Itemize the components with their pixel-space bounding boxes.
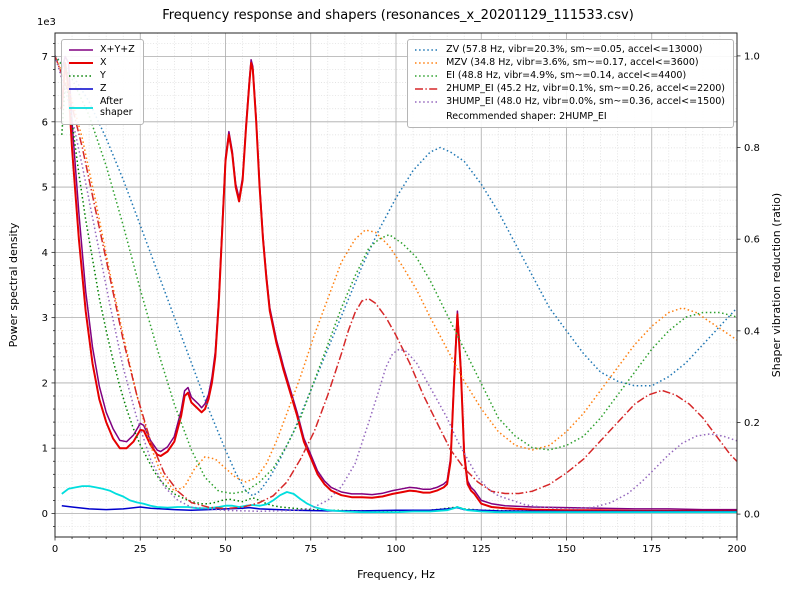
legend-line-shaper-zv bbox=[415, 49, 440, 52]
y-left-tick-label: 3 bbox=[42, 313, 48, 324]
legend-label: After shaper bbox=[100, 95, 133, 118]
series-shaper-mzv bbox=[55, 55, 737, 492]
legend-line-psd-x bbox=[69, 62, 93, 65]
legend-line-shaper-2hump-ei bbox=[415, 88, 440, 90]
x-tick-label: 50 bbox=[219, 544, 232, 555]
legend-line-shaper-ei bbox=[415, 75, 440, 78]
y-left-tick-label: 2 bbox=[42, 378, 48, 389]
x-tick-label: 100 bbox=[386, 544, 405, 555]
x-tick-label: 175 bbox=[642, 544, 661, 555]
x-axis-label: Frequency, Hz bbox=[357, 568, 435, 581]
legend-line-shaper-mzv bbox=[415, 62, 440, 65]
y-left-tick-label: 7 bbox=[42, 52, 48, 63]
y-right-tick-label: 1.0 bbox=[744, 51, 760, 62]
series-shaper-ei bbox=[55, 55, 737, 495]
y-axis-label-left: Power spectral density bbox=[7, 222, 20, 347]
x-tick-label: 150 bbox=[557, 544, 576, 555]
series-psd-y bbox=[61, 81, 737, 513]
y-left-tick-label: 1 bbox=[42, 444, 48, 455]
x-tick-label: 75 bbox=[304, 544, 317, 555]
y-left-tick-label: 6 bbox=[42, 117, 48, 128]
legend-label: ZV (57.8 Hz, vibr=20.3%, sm~=0.05, accel… bbox=[446, 44, 703, 55]
series-psd-after-shaper bbox=[61, 485, 737, 514]
legend-label: X bbox=[100, 56, 107, 68]
series-shaper-2hump-ei bbox=[55, 55, 737, 510]
y-left-tick-label: 5 bbox=[42, 183, 48, 194]
legend-label: EI (48.8 Hz, vibr=4.9%, sm~=0.14, accel<… bbox=[446, 69, 687, 81]
legend-item: X+Y+Z bbox=[68, 44, 135, 57]
legend-line-shaper-3hump-ei bbox=[415, 101, 440, 103]
legend-item: ZV (57.8 Hz, vibr=20.3%, sm~=0.05, accel… bbox=[414, 44, 725, 57]
legend-item: After shaper bbox=[68, 96, 135, 120]
series-lines bbox=[55, 55, 737, 514]
legend-label: Y bbox=[100, 69, 106, 81]
y-right-tick-label: 0.6 bbox=[744, 235, 760, 246]
legend-psd: X+Y+Z X Y Z After shaper bbox=[61, 39, 144, 125]
y-right-tick-label: 0.0 bbox=[744, 510, 760, 521]
recommended-shaper-note: Recommended shaper: 2HUMP_EI bbox=[446, 110, 607, 122]
y-right-tick-label: 0.4 bbox=[744, 326, 760, 337]
legend-label: 3HUMP_EI (48.0 Hz, vibr=0.0%, sm~=0.36, … bbox=[446, 95, 725, 107]
x-tick-label: 125 bbox=[472, 544, 491, 555]
legend-shapers: ZV (57.8 Hz, vibr=20.3%, sm~=0.05, accel… bbox=[407, 39, 734, 129]
y-left-tick-label: 4 bbox=[42, 248, 48, 259]
legend-line-psd-after-shaper bbox=[69, 106, 93, 109]
legend-label: X+Y+Z bbox=[100, 44, 135, 55]
legend-item: MZV (34.8 Hz, vibr=3.6%, sm~=0.17, accel… bbox=[414, 57, 725, 70]
legend-item: 2HUMP_EI (45.2 Hz, vibr=0.1%, sm~=0.26, … bbox=[414, 83, 725, 96]
legend-label: 2HUMP_EI (45.2 Hz, vibr=0.1%, sm~=0.26, … bbox=[446, 82, 725, 94]
y-axis-label-right: Shaper vibration reduction (ratio) bbox=[770, 193, 783, 377]
legend-label: Z bbox=[100, 82, 107, 94]
legend-item: Z bbox=[68, 83, 135, 96]
x-tick-label: 0 bbox=[52, 544, 58, 555]
tick-labels: 0 25 50 75 100 125 150 175 200 0 1 2 3 4 5 6 7 0.0 0.2 0.4 0… bbox=[42, 51, 760, 555]
legend-line-psd-y bbox=[69, 75, 93, 78]
y-right-tick-label: 0.8 bbox=[744, 143, 760, 154]
legend-item: Y bbox=[68, 70, 135, 83]
series-shaper-3hump-ei bbox=[55, 55, 737, 513]
legend-line-psd-sum bbox=[69, 49, 93, 52]
legend-item: EI (48.8 Hz, vibr=4.9%, sm~=0.14, accel<… bbox=[414, 70, 725, 83]
x-tick-label: 200 bbox=[727, 544, 746, 555]
axis-offset-text: 1e3 bbox=[37, 17, 56, 28]
legend-item: X bbox=[68, 57, 135, 70]
chart-title: Frequency response and shapers (resonanc… bbox=[162, 8, 634, 23]
legend-label: MZV (34.8 Hz, vibr=3.6%, sm~=0.17, accel… bbox=[446, 56, 699, 68]
legend-item: 3HUMP_EI (48.0 Hz, vibr=0.0%, sm~=0.36, … bbox=[414, 96, 725, 109]
legend-line-psd-z bbox=[69, 88, 93, 90]
y-left-tick-label: 0 bbox=[42, 509, 48, 520]
x-tick-label: 25 bbox=[134, 544, 147, 555]
tick-marks bbox=[51, 43, 741, 541]
y-right-tick-label: 0.2 bbox=[744, 418, 760, 429]
